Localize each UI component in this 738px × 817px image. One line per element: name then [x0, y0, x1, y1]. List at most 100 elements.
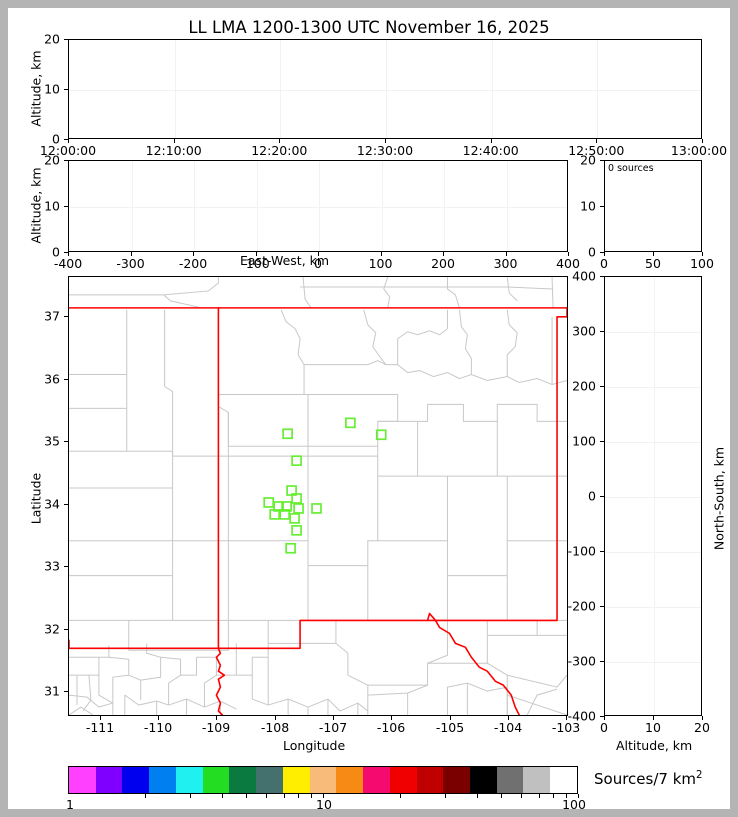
colorbar-segment — [122, 767, 150, 793]
tick — [380, 252, 382, 256]
gridline — [319, 161, 320, 251]
y-tick-label: 20 — [44, 152, 60, 168]
colorbar-segment — [229, 767, 257, 793]
colorbar[interactable] — [68, 766, 578, 794]
x-tick-label: -106 — [376, 720, 406, 735]
y-tick-label: -100 — [567, 543, 596, 559]
tick — [275, 716, 276, 720]
colorbar-tick — [501, 794, 503, 798]
colorbar-segment — [389, 767, 417, 793]
colorbar-segment — [309, 767, 337, 793]
colorbar-tick — [221, 794, 223, 798]
colorbar-tick — [283, 794, 285, 798]
east-west-vs-altitude-panel — [68, 160, 568, 252]
colorbar-max-label: 100 — [562, 797, 586, 812]
tick — [158, 716, 159, 720]
tick — [653, 252, 654, 256]
tick — [64, 160, 68, 161]
colorbar-segment — [363, 767, 390, 793]
tick — [100, 716, 101, 720]
tick — [702, 716, 703, 720]
y-tick-label: 36 — [44, 371, 60, 387]
gridline — [506, 161, 508, 251]
x-tick-label: -111 — [85, 720, 115, 735]
y-tick-label: 20 — [44, 31, 60, 47]
gridline — [605, 497, 701, 498]
x-tick-label: 100 — [368, 256, 393, 271]
y-axis-title: Altitude, km — [28, 50, 44, 127]
tick — [64, 139, 68, 140]
colorbar-title: Sources/7 km2 — [594, 770, 702, 788]
gridline — [69, 207, 567, 208]
tick — [64, 206, 68, 207]
state-border — [69, 307, 567, 715]
y-tick-label: 37 — [44, 308, 60, 324]
tick — [64, 252, 68, 253]
lightning-sources — [263, 417, 387, 554]
tick — [604, 252, 605, 256]
y-tick-label: 0 — [52, 131, 60, 147]
colorbar-segment — [443, 767, 471, 793]
colorbar-tick — [578, 794, 579, 798]
y-tick-label: 33 — [44, 558, 60, 574]
x-tick-label: 12:30:00 — [356, 143, 414, 158]
x-tick-label: -300 — [116, 256, 145, 271]
colorbar-tick — [521, 794, 523, 798]
tick — [130, 252, 132, 256]
x-tick-label: -100 — [241, 256, 270, 271]
tick — [333, 716, 334, 720]
tick — [600, 276, 604, 277]
tick — [653, 716, 654, 720]
tick — [600, 661, 604, 662]
tick — [450, 716, 451, 720]
gridline — [491, 40, 493, 138]
colorbar-segment — [202, 767, 230, 793]
y-tick-label: 32 — [44, 621, 60, 637]
x-tick-label: 12:40:00 — [462, 143, 519, 158]
x-tick-label: -107 — [318, 720, 348, 735]
tick — [64, 566, 68, 567]
gridline — [256, 161, 258, 251]
tick — [604, 716, 605, 720]
colorbar-segment — [282, 767, 310, 793]
tick — [318, 252, 319, 256]
x-axis-title: Altitude, km — [616, 738, 693, 753]
tick — [173, 139, 175, 143]
tick — [64, 39, 68, 40]
tick — [64, 629, 68, 630]
gridline — [381, 161, 383, 251]
x-tick-label: 10 — [645, 720, 661, 735]
y-tick-label: 10 — [580, 198, 596, 214]
colorbar-segment — [470, 767, 497, 793]
tick — [216, 716, 217, 720]
y-tick-label: 0 — [588, 488, 596, 504]
colorbar-tick — [311, 794, 313, 798]
tick — [600, 252, 604, 253]
tick — [702, 139, 703, 143]
colorbar-tick — [538, 794, 540, 798]
plan-view-map-panel[interactable] — [68, 276, 568, 716]
y-tick-label: 200 — [572, 378, 596, 394]
page-title: LL LMA 1200-1300 UTC November 16, 2025 — [188, 18, 550, 37]
tick — [566, 716, 567, 720]
y-tick-label: -300 — [567, 653, 596, 669]
gridline — [174, 40, 176, 138]
colorbar-segment — [149, 767, 176, 793]
x-tick-label: 0 — [600, 256, 608, 271]
gridline — [280, 40, 282, 138]
gridline — [654, 277, 655, 715]
y-tick-label: 34 — [44, 496, 60, 512]
map-geography — [69, 277, 567, 715]
colorbar-tick — [553, 794, 555, 798]
tick — [64, 316, 68, 317]
tick — [279, 139, 281, 143]
y-tick-label: 10 — [44, 198, 60, 214]
x-tick-label: 100 — [690, 256, 714, 271]
colorbar-tick — [189, 794, 191, 798]
y-tick-label: 20 — [580, 152, 596, 168]
colorbar-tick — [323, 794, 324, 798]
colorbar-segment — [69, 767, 96, 793]
x-tick-label: 20 — [694, 720, 710, 735]
tick — [600, 716, 604, 717]
